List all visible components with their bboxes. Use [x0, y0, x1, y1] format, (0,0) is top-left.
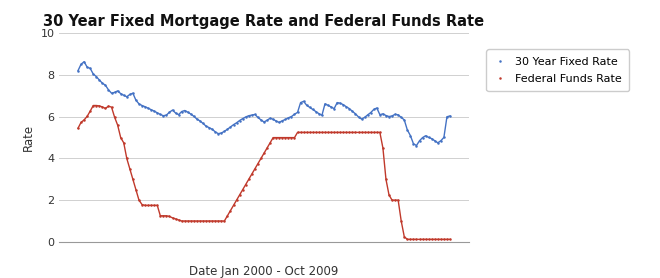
Line: 30 Year Fixed Rate: 30 Year Fixed Rate	[77, 61, 451, 147]
30 Year Fixed Rate	[412, 144, 420, 147]
Federal Funds Rate	[89, 104, 97, 107]
Legend: 30 Year Fixed Rate, Federal Funds Rate: 30 Year Fixed Rate, Federal Funds Rate	[486, 49, 629, 91]
30 Year Fixed Rate	[239, 117, 247, 120]
30 Year Fixed Rate	[184, 110, 192, 114]
Line: Federal Funds Rate: Federal Funds Rate	[77, 104, 451, 240]
Text: Date Jan 2000 - Oct 2009: Date Jan 2000 - Oct 2009	[189, 265, 339, 278]
Federal Funds Rate	[184, 219, 192, 223]
Federal Funds Rate	[379, 146, 387, 150]
30 Year Fixed Rate	[119, 94, 127, 97]
30 Year Fixed Rate	[74, 69, 82, 72]
30 Year Fixed Rate	[379, 112, 387, 116]
30 Year Fixed Rate	[114, 89, 121, 93]
Federal Funds Rate	[446, 238, 454, 241]
Federal Funds Rate	[119, 141, 127, 145]
30 Year Fixed Rate	[98, 81, 106, 85]
30 Year Fixed Rate	[446, 114, 454, 118]
Y-axis label: Rate: Rate	[22, 124, 35, 151]
30 Year Fixed Rate	[80, 60, 88, 63]
Title: 30 Year Fixed Mortgage Rate and Federal Funds Rate: 30 Year Fixed Mortgage Rate and Federal …	[44, 14, 484, 29]
Federal Funds Rate	[98, 105, 106, 109]
Federal Funds Rate	[403, 238, 411, 241]
Federal Funds Rate	[114, 123, 121, 127]
Federal Funds Rate	[239, 188, 247, 191]
Federal Funds Rate	[74, 126, 82, 130]
